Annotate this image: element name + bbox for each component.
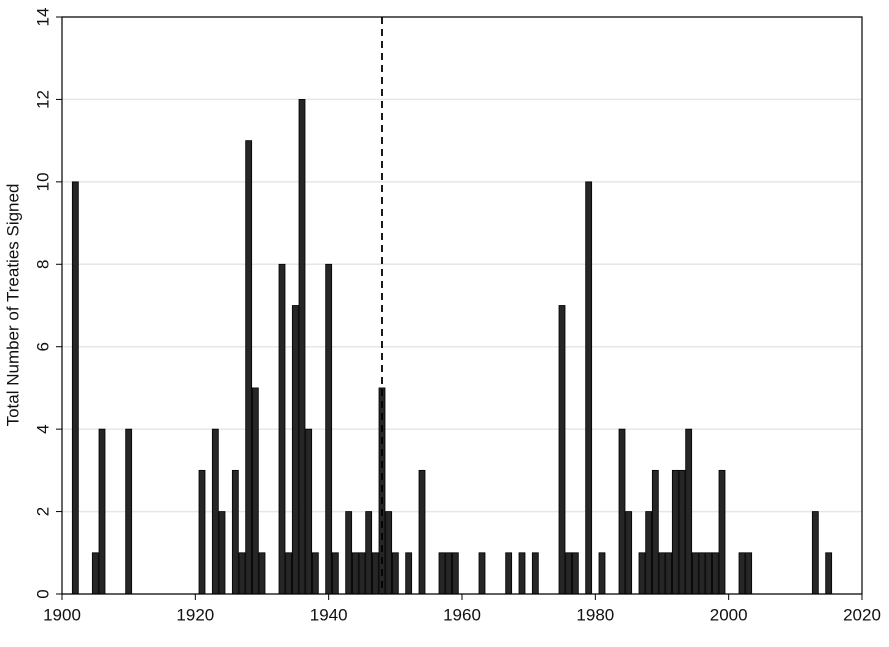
bar [705, 552, 713, 595]
x-tick-label: 1960 [443, 605, 481, 624]
y-tick-label: 4 [33, 424, 52, 433]
y-tick-label: 2 [33, 507, 52, 516]
y-tick-label: 0 [33, 589, 52, 598]
bar [678, 469, 686, 595]
plot-frame [61, 16, 863, 595]
bar [651, 469, 659, 595]
bar [71, 181, 79, 595]
bar [231, 469, 239, 595]
bar [391, 552, 399, 595]
x-tick-label: 2020 [843, 605, 881, 624]
bar [125, 428, 133, 595]
bar [558, 305, 566, 595]
y-tick-label: 10 [33, 172, 52, 191]
bar [218, 511, 226, 595]
bar [625, 511, 633, 595]
bar [405, 552, 413, 595]
bar [451, 552, 459, 595]
bar [238, 552, 246, 595]
bar [285, 552, 293, 595]
bar [665, 552, 673, 595]
bar [438, 552, 446, 595]
bar [291, 305, 299, 595]
bar [691, 552, 699, 595]
bar [298, 99, 306, 595]
bar [311, 552, 319, 595]
bar [585, 181, 593, 595]
y-tick-label: 8 [33, 260, 52, 269]
bar [518, 552, 526, 595]
bar [371, 552, 379, 595]
bar [385, 511, 393, 595]
bar [251, 387, 259, 595]
bar [565, 552, 573, 595]
x-tick-label: 1980 [576, 605, 614, 624]
bar [478, 552, 486, 595]
bar [278, 263, 286, 595]
x-tick-label: 1900 [43, 605, 81, 624]
bar [365, 511, 373, 595]
bar [445, 552, 453, 595]
bar [98, 428, 106, 595]
bar [531, 552, 539, 595]
y-tick-label: 6 [33, 342, 52, 351]
x-tick-label: 2000 [710, 605, 748, 624]
x-tick-label: 1920 [176, 605, 214, 624]
bar [671, 469, 679, 595]
bar [698, 552, 706, 595]
bar [685, 428, 693, 595]
bar [825, 552, 833, 595]
bar [638, 552, 646, 595]
bar [358, 552, 366, 595]
bar [618, 428, 626, 595]
bar [351, 552, 359, 595]
y-axis-label: Total Number of Treaties Signed [3, 184, 22, 427]
bar [305, 428, 313, 595]
bar [645, 511, 653, 595]
bar [718, 469, 726, 595]
bar [198, 469, 206, 595]
bar [505, 552, 513, 595]
bar [571, 552, 579, 595]
bar [738, 552, 746, 595]
y-tick-label: 12 [33, 90, 52, 109]
x-tick-label: 1940 [310, 605, 348, 624]
bar [325, 263, 333, 595]
bar [91, 552, 99, 595]
bar [598, 552, 606, 595]
bar [418, 469, 426, 595]
bar [745, 552, 753, 595]
bar [711, 552, 719, 595]
bar [658, 552, 666, 595]
bar [331, 552, 339, 595]
bar [258, 552, 266, 595]
bar [245, 140, 253, 595]
y-tick-label: 14 [33, 8, 52, 27]
bar [345, 511, 353, 595]
bar [811, 511, 819, 595]
bar [211, 428, 219, 595]
